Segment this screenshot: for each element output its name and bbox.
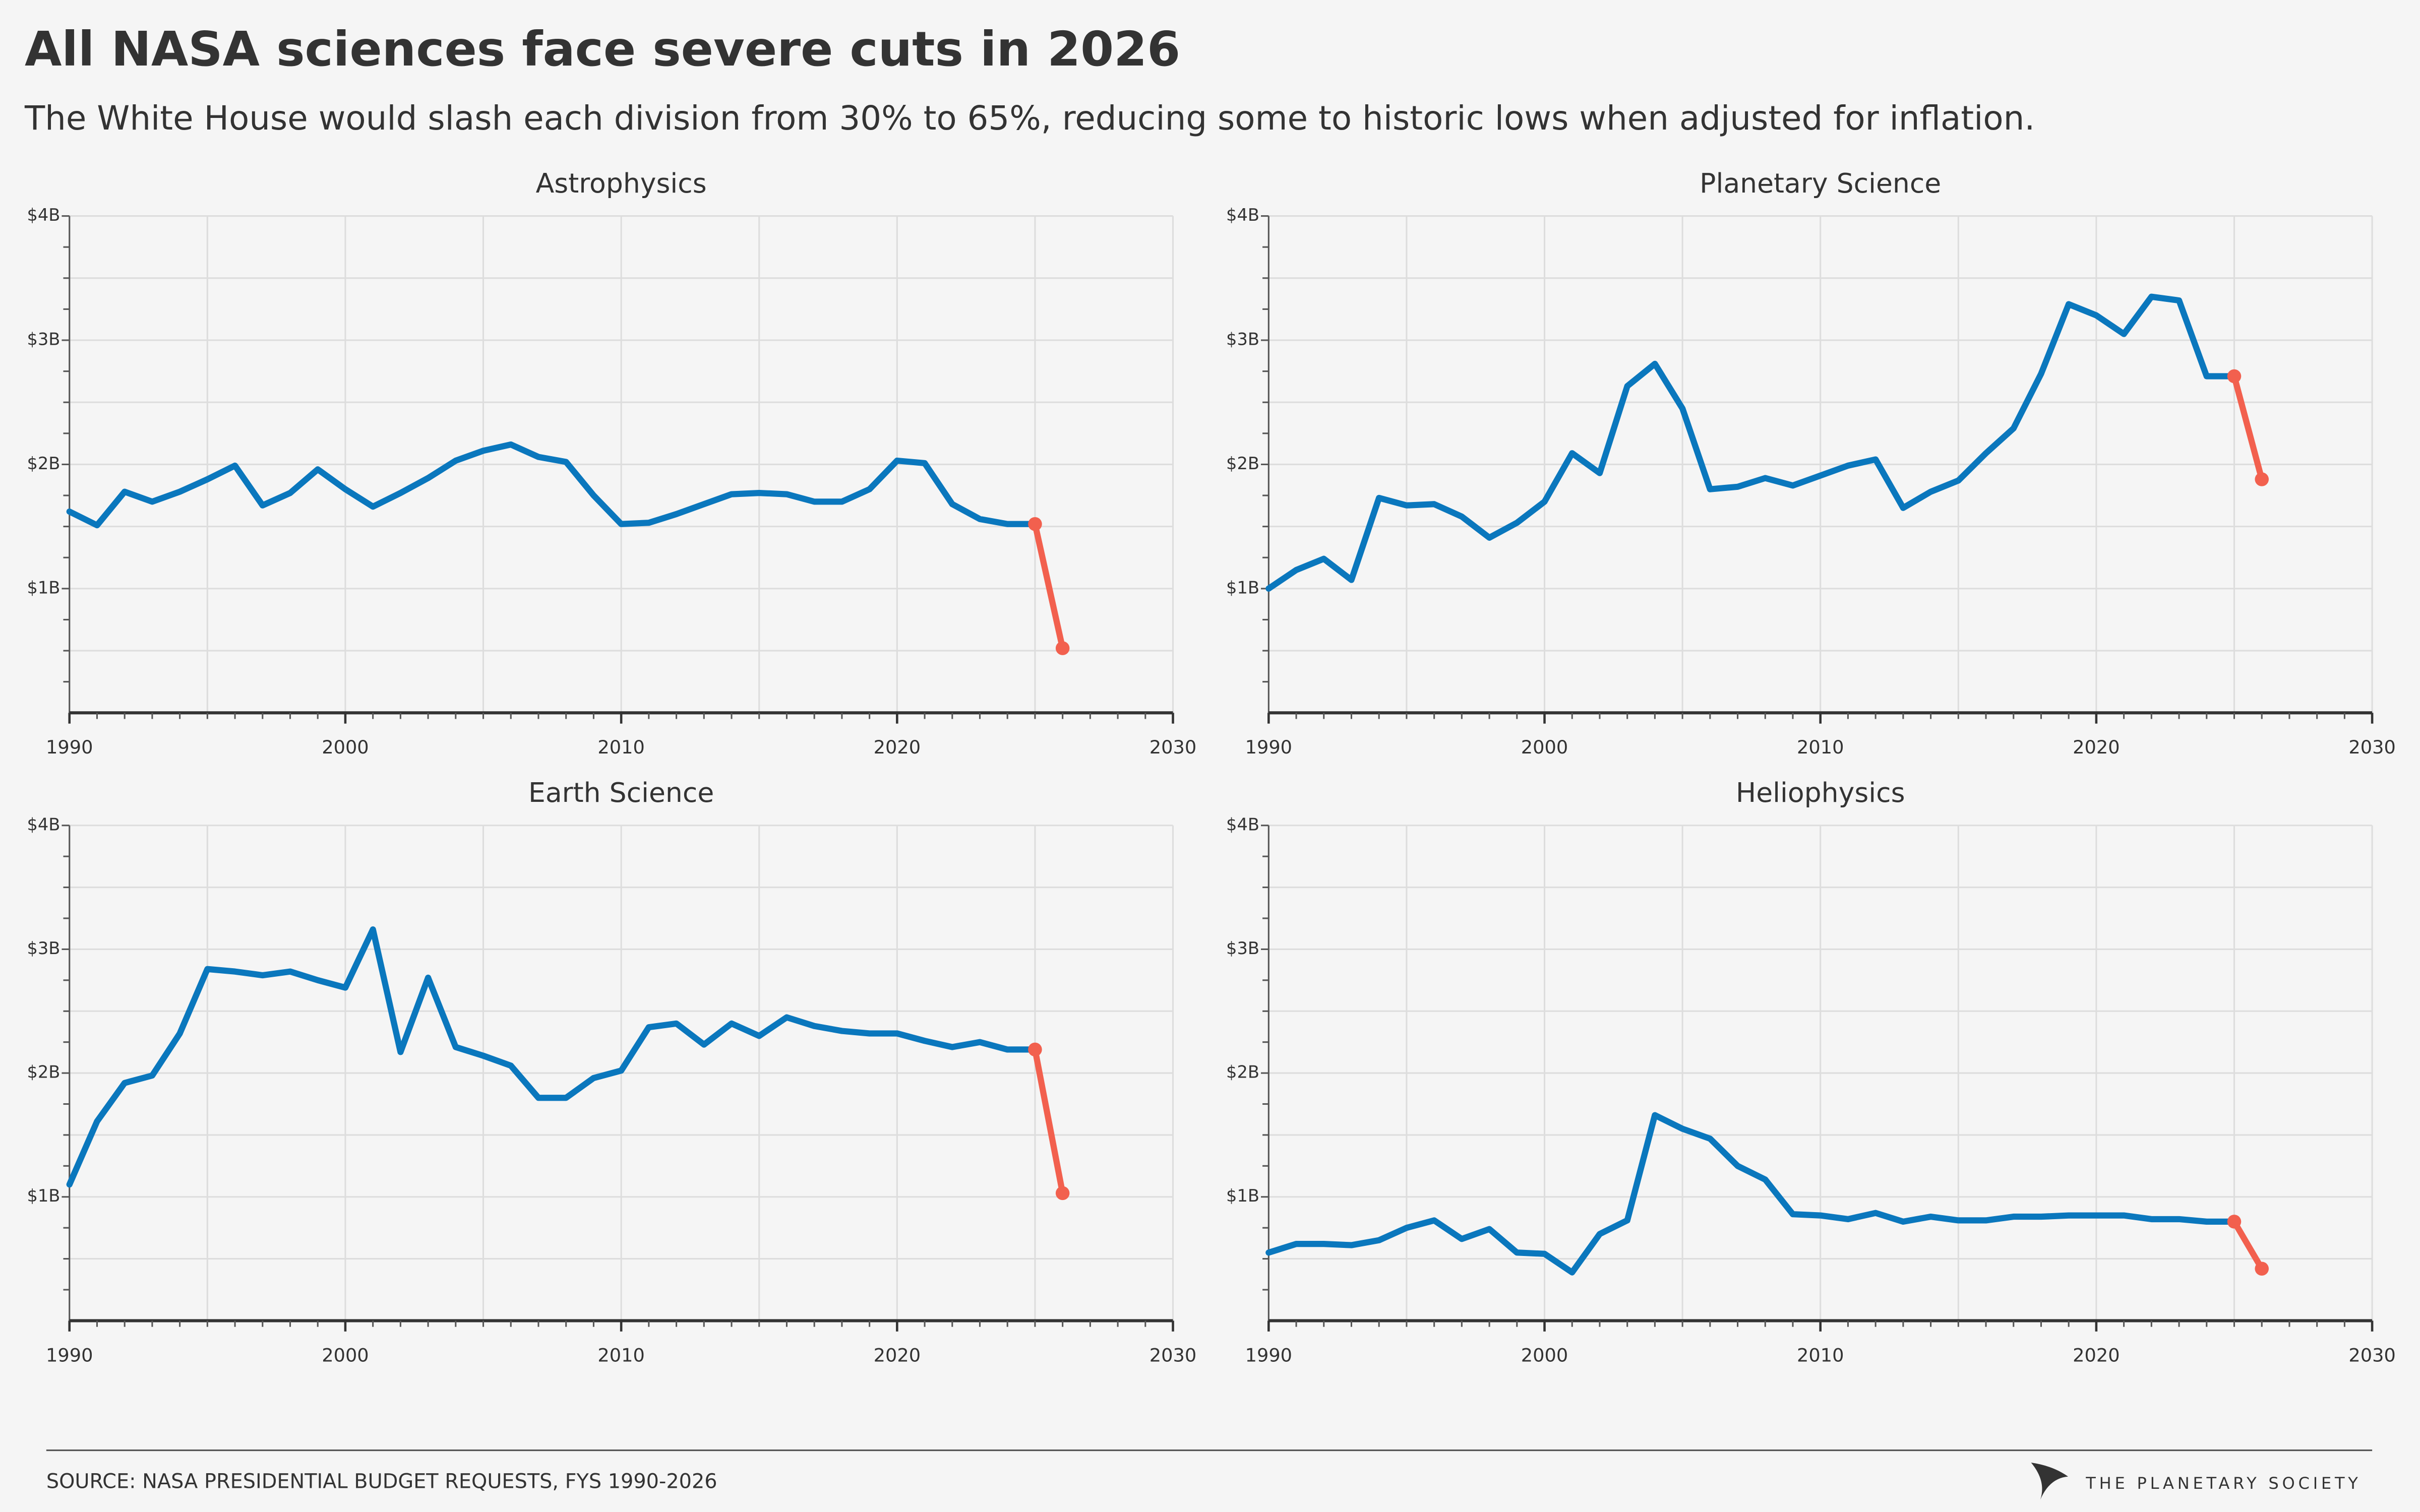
y-tick-label: $4B (1226, 814, 1259, 834)
x-tick-label: 1990 (46, 736, 93, 758)
x-tick-label: 2010 (1797, 1344, 1844, 1366)
y-tick-label: $3B (1226, 330, 1259, 349)
source-note: SOURCE: NASA PRESIDENTIAL BUDGET REQUEST… (46, 1470, 717, 1493)
y-tick-label: $4B (1226, 205, 1259, 225)
page-title: All NASA sciences face severe cuts in 20… (25, 22, 1180, 77)
series-line (1032, 1046, 1066, 1196)
x-tick-label: 1990 (1245, 1344, 1292, 1366)
x-tick-label: 2010 (597, 736, 644, 758)
x-tick-label: 2010 (1797, 736, 1844, 758)
x-tick-label: 2000 (322, 1344, 369, 1366)
y-tick-label: $4B (27, 814, 60, 834)
x-tick-label: 1990 (46, 1344, 93, 1366)
panel-title: Earth Science (528, 777, 714, 808)
series-line (1032, 521, 1066, 652)
y-tick-label: $1B (1226, 1186, 1259, 1206)
panel-title: Astrophysics (536, 167, 707, 199)
x-tick-label: 2000 (1521, 736, 1568, 758)
series-line (1265, 293, 2237, 592)
y-tick-label: $1B (27, 1186, 60, 1206)
y-tick-label: $2B (1226, 1062, 1259, 1082)
x-tick-label: 2000 (1521, 1344, 1568, 1366)
point-marker (2227, 1215, 2242, 1229)
x-tick-label: 2020 (874, 736, 921, 758)
y-tick-label: $3B (27, 330, 60, 349)
x-tick-label: 1990 (1245, 736, 1292, 758)
x-tick-label: 2030 (1150, 736, 1196, 758)
x-tick-label: 2030 (2348, 1344, 2395, 1366)
series-line (66, 441, 1039, 529)
point-marker (2255, 1262, 2269, 1276)
point-marker (1028, 1042, 1042, 1057)
y-tick-label: $3B (1226, 938, 1259, 958)
x-tick-label: 2030 (1150, 1344, 1196, 1366)
series-line (2231, 373, 2265, 483)
x-tick-label: 2020 (2073, 1344, 2120, 1366)
series-line (2231, 1218, 2265, 1272)
y-tick-label: $3B (27, 938, 60, 958)
x-tick-label: 2020 (2073, 736, 2120, 758)
panel-title: Heliophysics (1736, 777, 1905, 808)
x-tick-label: 2030 (2348, 736, 2395, 758)
point-marker (2227, 369, 2242, 384)
point-marker (2255, 472, 2269, 486)
y-tick-label: $1B (27, 578, 60, 597)
x-tick-label: 2020 (874, 1344, 921, 1366)
y-tick-label: $2B (1226, 454, 1259, 473)
panel-title: Planetary Science (1700, 167, 1941, 199)
point-marker (1055, 641, 1070, 655)
logo-text: THE PLANETARY SOCIETY (2085, 1474, 2361, 1493)
y-tick-label: $2B (27, 1062, 60, 1082)
page-subtitle: The White House would slash each divisio… (24, 99, 2035, 138)
series-line (1265, 1112, 2237, 1276)
point-marker (1055, 1186, 1070, 1201)
y-tick-label: $4B (27, 205, 60, 225)
y-tick-label: $2B (27, 454, 60, 473)
point-marker (1028, 517, 1042, 531)
x-tick-label: 2010 (597, 1344, 644, 1366)
logo-icon (2031, 1463, 2069, 1500)
x-tick-label: 2000 (322, 736, 369, 758)
y-tick-label: $1B (1226, 578, 1259, 597)
series-line (66, 926, 1039, 1188)
